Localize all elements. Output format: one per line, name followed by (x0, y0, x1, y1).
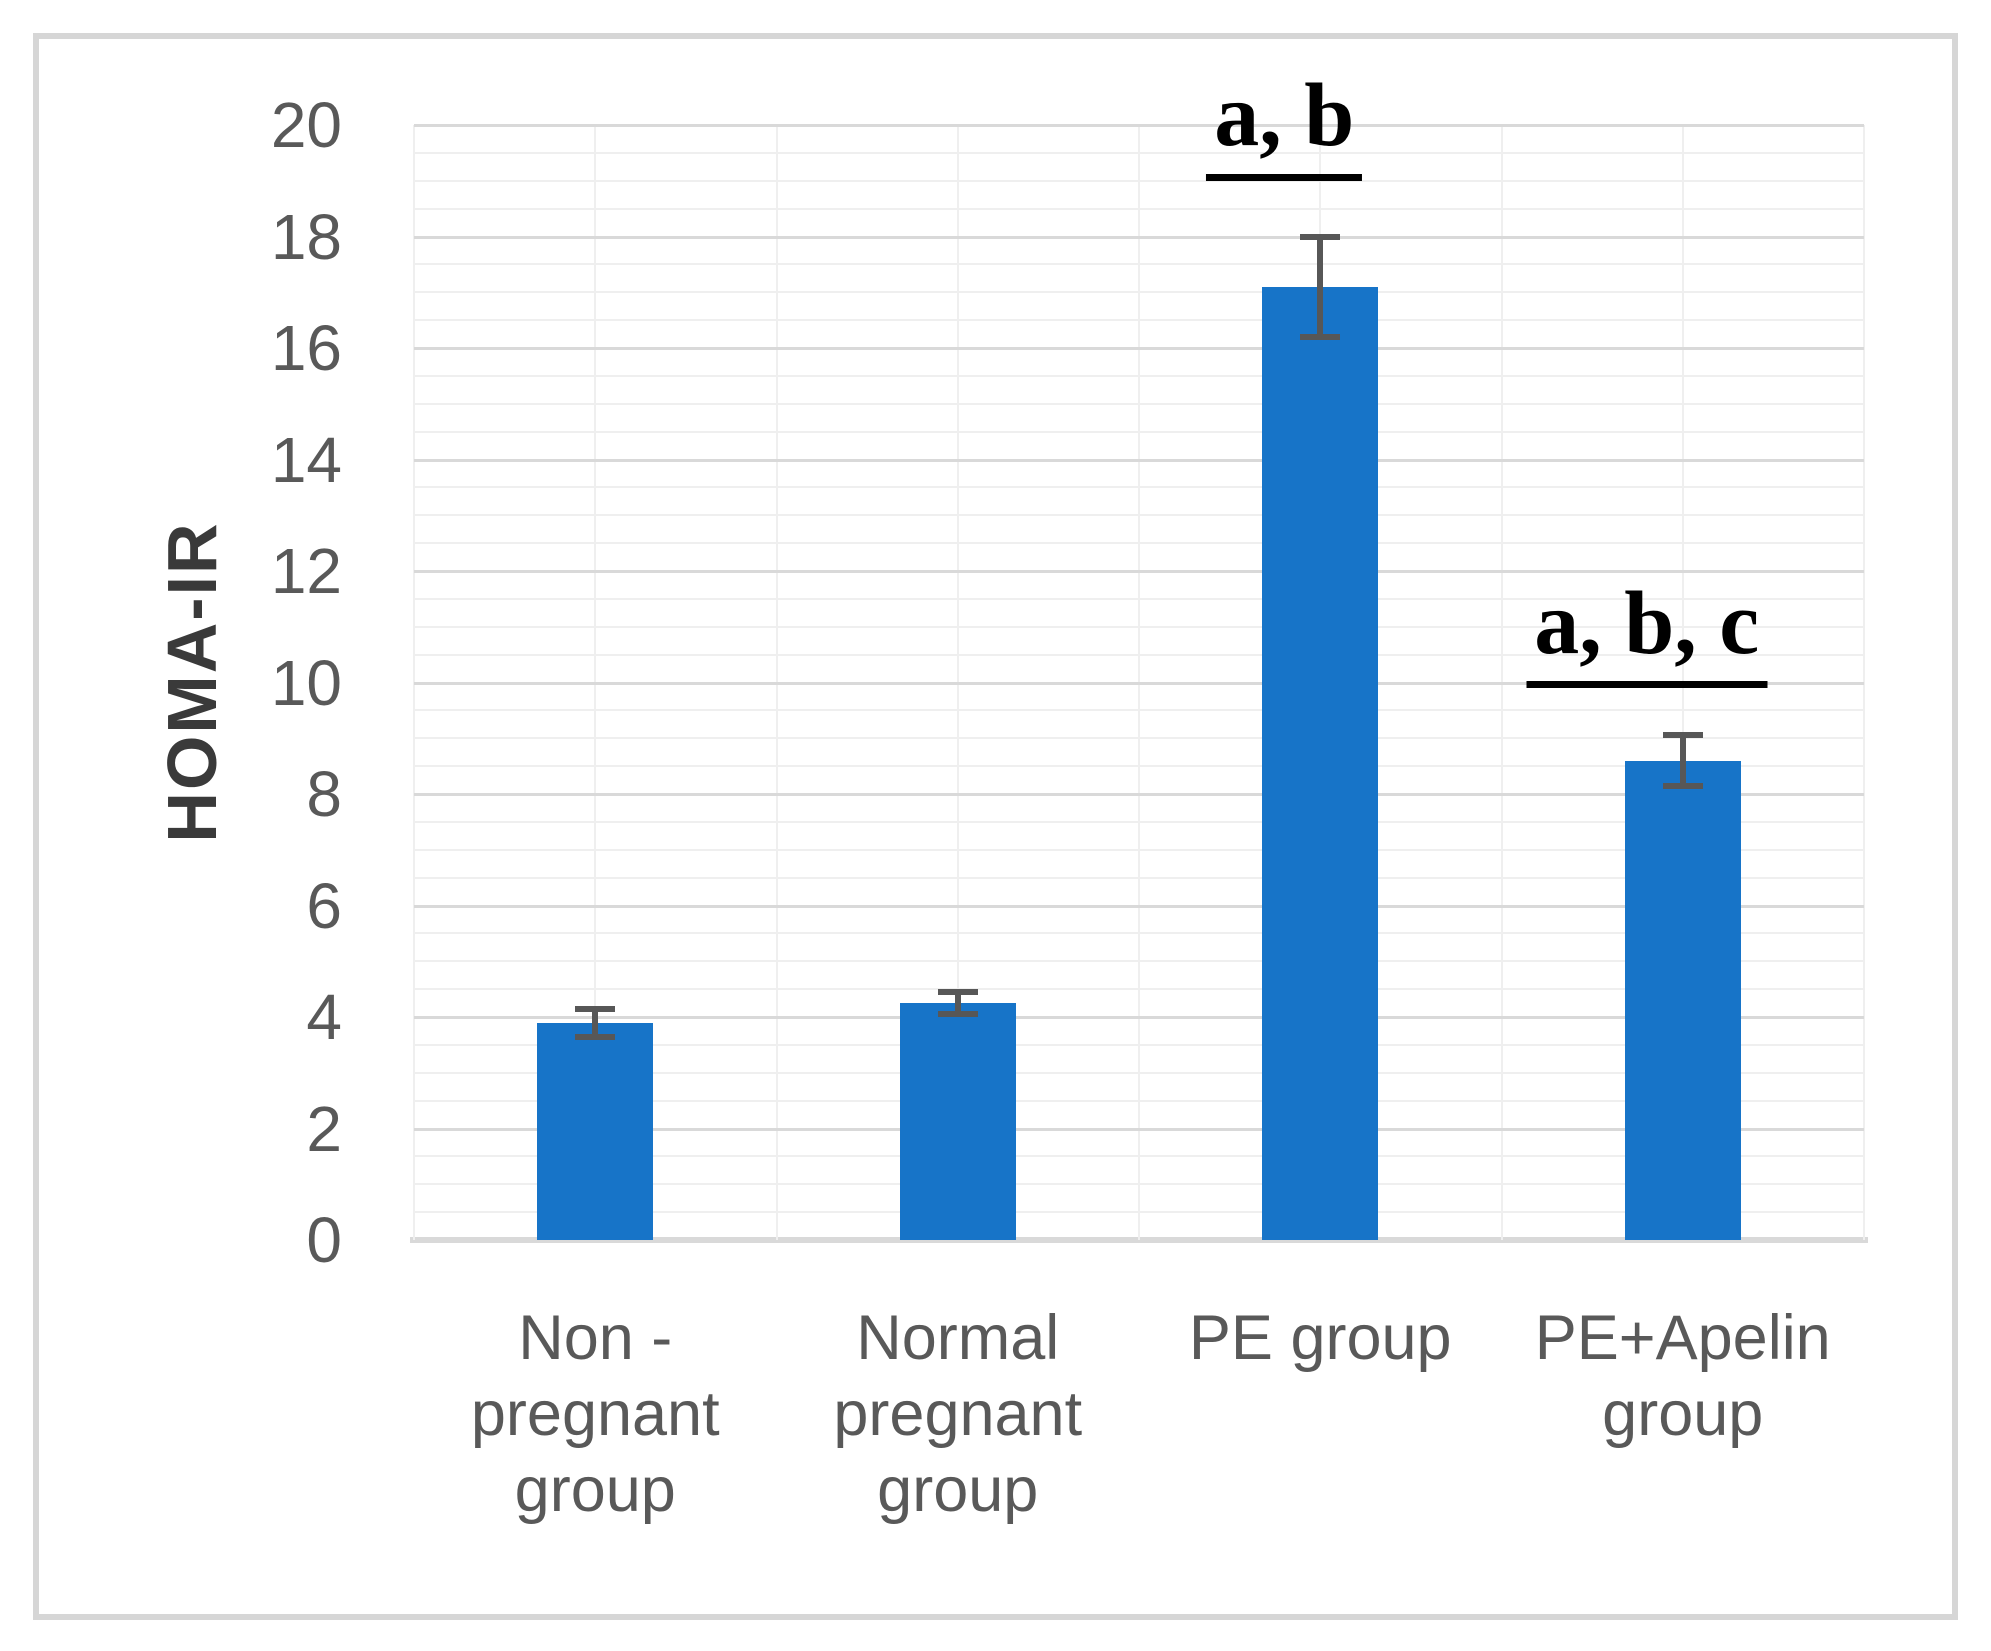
error-bar-stem (954, 991, 961, 1015)
bar-4 (1624, 760, 1741, 1240)
bar-3 (1262, 286, 1379, 1240)
minor-gridline (414, 1099, 1864, 1102)
major-gridline (414, 458, 1864, 462)
y-tick-label: 20 (270, 89, 342, 161)
minor-gridline (414, 820, 1864, 823)
minor-gridline (414, 179, 1864, 182)
y-tick-label: 4 (306, 981, 342, 1053)
bar-1 (537, 1022, 654, 1240)
y-tick-label: 18 (270, 200, 342, 273)
minor-gridline (414, 514, 1864, 517)
error-bar-cap (1300, 233, 1341, 240)
minor-gridline (414, 402, 1864, 405)
minor-gridline (414, 709, 1864, 712)
minor-gridline (414, 542, 1864, 545)
minor-gridline (414, 653, 1864, 656)
minor-gridline (414, 1155, 1864, 1158)
major-gridline (414, 570, 1864, 573)
y-tick-label: 8 (306, 758, 342, 830)
major-gridline (414, 1016, 1864, 1019)
minor-gridline (414, 932, 1864, 935)
category-label: PE+Apelin group (1534, 1303, 1831, 1449)
major-gridline (414, 1127, 1864, 1131)
minor-gridline (414, 876, 1864, 879)
minor-gridline (414, 486, 1864, 489)
category-label: Non - pregnant group (470, 1303, 720, 1525)
minor-gridline (414, 207, 1864, 210)
y-tick-label: 0 (306, 1204, 342, 1276)
y-tick-label: 6 (306, 869, 342, 942)
error-bar-stem (592, 1008, 599, 1037)
error-bar-cap (937, 988, 978, 995)
error-bar-cap (937, 1011, 978, 1018)
minor-gridline (414, 263, 1864, 266)
minor-gridline (414, 765, 1864, 768)
error-bar-cap (1300, 333, 1341, 340)
minor-gridline (414, 737, 1864, 740)
plot-area: a, b a, b, c (410, 69, 1868, 1243)
minor-gridline (414, 151, 1864, 154)
minor-gridline (414, 1183, 1864, 1186)
error-bar-stem (1679, 735, 1686, 786)
minor-gridline (414, 848, 1864, 851)
vertical-gridline (1863, 125, 1865, 1240)
minor-gridline (414, 960, 1864, 963)
bar-2 (899, 1003, 1016, 1240)
major-gridline (414, 235, 1864, 239)
major-gridline (414, 124, 1864, 127)
major-gridline (414, 347, 1864, 350)
minor-gridline (414, 374, 1864, 377)
minor-gridline (414, 625, 1864, 628)
category-label: PE group (1188, 1303, 1452, 1373)
major-gridline (414, 793, 1864, 796)
y-tick-label: 12 (270, 535, 342, 607)
significance-annotation: a, b (1206, 69, 1363, 181)
y-tick-label: 14 (270, 423, 342, 496)
error-bar-cap (1662, 782, 1703, 789)
minor-gridline (414, 319, 1864, 322)
minor-gridline (414, 291, 1864, 294)
y-tick-label: 10 (270, 646, 342, 719)
minor-gridline (414, 430, 1864, 433)
y-tick-label: 16 (270, 312, 342, 384)
minor-gridline (414, 1211, 1864, 1214)
error-bar-cap (1662, 732, 1703, 739)
major-gridline (414, 681, 1864, 685)
y-tick-label: 2 (306, 1092, 342, 1165)
category-label: Normal pregnant group (833, 1303, 1083, 1525)
minor-gridline (414, 1043, 1864, 1046)
error-bar-cap (575, 1033, 616, 1040)
minor-gridline (414, 597, 1864, 600)
error-bar-cap (575, 1005, 616, 1012)
minor-gridline (414, 1071, 1864, 1074)
minor-gridline (414, 988, 1864, 991)
significance-annotation: a, b, c (1526, 576, 1768, 689)
major-gridline (414, 904, 1864, 908)
error-bar-stem (1317, 236, 1324, 337)
x-axis-line (410, 1237, 1868, 1243)
